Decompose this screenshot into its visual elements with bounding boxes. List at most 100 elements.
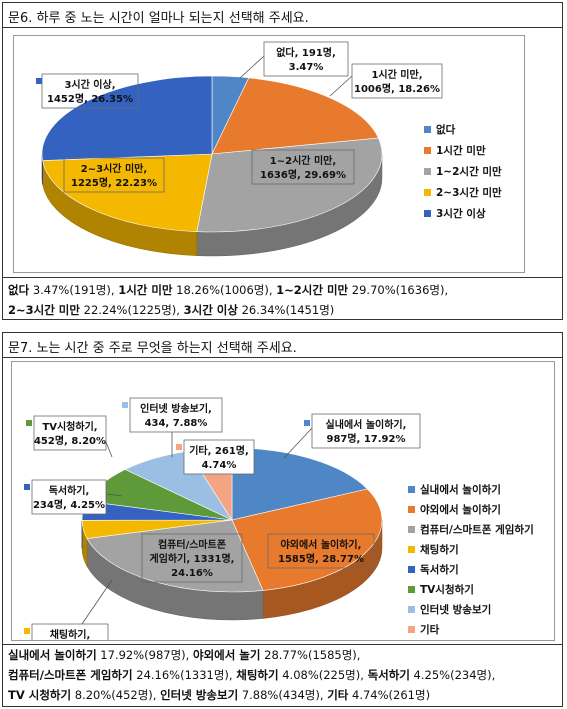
pie-slice-2 — [86, 519, 264, 593]
data-label-1: 1585명, 28.77% — [278, 552, 364, 565]
legend-item-2: 컴퓨터/스마트폰 게임하기 — [420, 523, 534, 536]
legend-swatch-2 — [408, 526, 415, 533]
data-label-box-1 — [267, 533, 375, 569]
data-label-2: 컴퓨터/스마트폰 — [158, 538, 226, 551]
legend-swatch-6 — [408, 606, 415, 613]
data-label-5: TV시청하기, — [42, 420, 97, 433]
summary-category: TV 시청하기 — [8, 688, 72, 702]
data-label-marker-4 — [36, 78, 42, 84]
summary-value: 4.74%(261명) — [348, 688, 431, 702]
data-label-5: 452명, 8.20% — [34, 434, 106, 447]
data-label-4: 3시간 이상, — [64, 78, 115, 91]
summary-value: 29.70%(1636명), — [348, 283, 449, 297]
summary-category: 실내에서 놀이하기 — [8, 648, 97, 662]
summary-value: 24.16%(1331명), — [132, 668, 237, 682]
q6-panel: 문6. 하루 중 노는 시간이 얼마나 되는지 선택해 주세요. 없다, 191… — [2, 2, 563, 320]
summary-line: 컴퓨터/스마트폰 게임하기 24.16%(1331명), 채팅하기 4.08%(… — [8, 665, 495, 685]
q7-panel: 문7. 노는 시간 중 주로 무엇을 하는지 선택해 주세요. 실내에서 놀이하… — [2, 332, 563, 707]
q7-summary: 실내에서 놀이하기 17.92%(987명), 야외에서 놀기 28.77%(1… — [8, 645, 495, 705]
data-label-marker-4 — [24, 484, 30, 490]
summary-value: 22.24%(1225명), — [79, 303, 184, 317]
data-label-1: 야외에서 놀이하기, — [281, 538, 362, 551]
data-label-0: 없다, 191명, — [276, 46, 336, 59]
pie-slice-1 — [211, 77, 379, 155]
summary-category: 1~2시간 미만 — [276, 283, 349, 297]
legend-item-1: 1시간 미만 — [436, 144, 486, 157]
summary-category: 1시간 미만 — [118, 283, 173, 297]
pie-slices — [41, 75, 383, 233]
legend-swatch-7 — [408, 626, 415, 633]
data-label-1: 1006명, 18.26% — [354, 82, 440, 95]
leader-line-0 — [283, 427, 313, 459]
data-label-box-3 — [63, 157, 165, 193]
leader-line-3 — [81, 579, 113, 625]
legend-item-6: 인터넷 방송보기 — [420, 603, 491, 616]
summary-category: 독서하기 — [367, 668, 410, 682]
q7-title-divider — [3, 357, 562, 358]
leader-line-0 — [239, 55, 265, 79]
leader-line-1 — [329, 75, 353, 97]
data-label-4: 1452명, 26.35% — [47, 92, 133, 105]
data-label-6: 인터넷 방송보기, — [140, 402, 212, 415]
legend-item-0: 실내에서 놀이하기 — [420, 483, 501, 496]
data-label-marker-5 — [26, 420, 32, 426]
data-labels: 없다, 191명, 3.47% 1시간 미만,1006명, 18.26% 1~2시간 … — [36, 41, 443, 193]
legend-swatch-5 — [408, 586, 415, 593]
q6-title-divider — [3, 27, 562, 28]
pie-slice-3 — [42, 153, 213, 233]
q7-title: 문7. 노는 시간 중 주로 무엇을 하는지 선택해 주세요. — [8, 341, 297, 356]
data-label-box-7 — [183, 439, 255, 475]
data-label-box-0 — [311, 413, 421, 449]
legend-swatch-0 — [408, 486, 415, 493]
data-label-marker-3 — [24, 628, 30, 634]
legend-item-5: TV시청하기 — [420, 583, 474, 596]
data-label-box-2 — [251, 149, 355, 185]
legend-item-0: 없다 — [436, 123, 456, 136]
summary-category: 2~3시간 미만 — [8, 303, 80, 317]
data-label-4: 독서하기, — [49, 484, 90, 497]
q7-summary-divider — [3, 644, 562, 645]
legend-item-3: 채팅하기 — [420, 543, 459, 556]
summary-category: 컴퓨터/스마트폰 게임하기 — [8, 668, 133, 682]
legend-item-1: 야외에서 놀이하기 — [420, 503, 501, 516]
summary-category: 3시간 이상 — [183, 303, 238, 317]
data-label-2: 게임하기, 1331명, — [150, 552, 235, 565]
q7-chart-frame: 실내에서 놀이하기, 987명, 17.92% 야외에서 놀이하기, 1585명, 2… — [11, 361, 555, 659]
data-label-marker-6 — [122, 402, 128, 408]
legend-swatch-1 — [408, 506, 415, 513]
legend-item-7: 기타 — [420, 623, 440, 636]
data-label-box-5 — [33, 415, 107, 451]
data-label-2: 1636명, 29.69% — [260, 168, 346, 181]
summary-line: 2~3시간 미만 22.24%(1225명), 3시간 이상 26.34%(14… — [8, 300, 448, 320]
legend-item-3: 2~3시간 미만 — [436, 186, 502, 199]
summary-category: 없다 — [8, 283, 30, 297]
q6-summary-divider — [3, 277, 562, 278]
legend-swatch-1 — [424, 147, 431, 154]
summary-line: 실내에서 놀이하기 17.92%(987명), 야외에서 놀기 28.77%(1… — [8, 645, 495, 665]
legend-swatch-4 — [408, 566, 415, 573]
legend-swatch-4 — [424, 210, 431, 217]
summary-value: 4.25%(234명), — [409, 668, 496, 682]
summary-category: 기타 — [327, 688, 349, 702]
pie-slice-4 — [41, 75, 213, 161]
data-label-0: 실내에서 놀이하기, — [326, 418, 407, 431]
data-label-box-0 — [263, 41, 349, 77]
q6-chart-frame: 없다, 191명, 3.47% 1시간 미만, 1006명, 18.26% 1~2시간 … — [13, 35, 525, 273]
legend-item-4: 3시간 이상 — [436, 207, 486, 220]
data-label-box-6 — [129, 397, 223, 433]
summary-line: 없다 3.47%(191명), 1시간 미만 18.26%(1006명), 1~… — [8, 280, 448, 300]
summary-value: 3.47%(191명), — [29, 283, 119, 297]
data-label-3: 채팅하기, — [50, 628, 91, 640]
data-label-7: 4.74% — [202, 460, 237, 471]
q6-summary: 없다 3.47%(191명), 1시간 미만 18.26%(1006명), 1~… — [8, 280, 448, 320]
summary-value: 17.92%(987명), — [96, 648, 193, 662]
legend-swatch-3 — [424, 189, 431, 196]
data-label-1: 1시간 미만, — [371, 68, 422, 81]
summary-line: TV 시청하기 8.20%(452명), 인터넷 방송보기 7.88%(434명… — [8, 685, 495, 705]
data-label-box-4 — [41, 73, 139, 109]
legend-swatch-2 — [424, 168, 431, 175]
summary-category: 채팅하기 — [236, 668, 279, 682]
pie-slices — [81, 447, 383, 593]
summary-value: 7.88%(434명), — [238, 688, 328, 702]
